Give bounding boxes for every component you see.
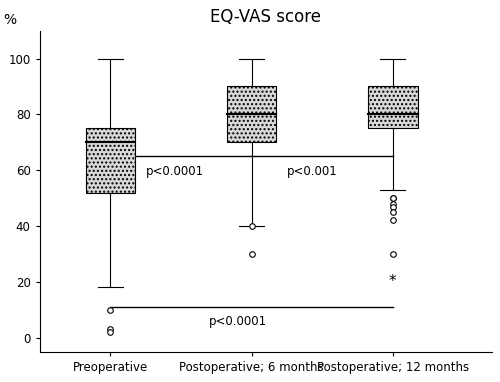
Text: p<0.001: p<0.001 [287,165,338,178]
Bar [86,128,135,193]
Title: EQ-VAS score: EQ-VAS score [210,8,321,26]
Text: p<0.0001: p<0.0001 [209,316,268,329]
Text: p<0.0001: p<0.0001 [146,165,204,178]
Bar [368,86,418,128]
Text: %: % [4,13,16,28]
Text: *: * [389,274,396,289]
Bar [227,86,276,142]
